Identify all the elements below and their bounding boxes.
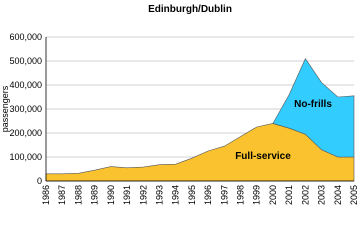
y-tick-label: 200,000 [9, 128, 42, 138]
area [272, 57, 355, 158]
x-tick-label: 1992 [138, 185, 148, 205]
y-tick-label: 600,000 [9, 32, 42, 42]
x-tick-label: 1996 [203, 185, 213, 205]
y-tick-label: 400,000 [9, 80, 42, 90]
series-label: Full-service [235, 151, 291, 162]
chart: Edinburgh/Dublin passengers 0 100,000 200,… [0, 4, 359, 205]
x-tick-label: 1988 [73, 185, 83, 205]
x-tick-label: 2002 [300, 185, 310, 205]
x-tick-label: 2003 [317, 185, 327, 205]
x-tick-label: 2000 [268, 185, 278, 205]
x-tick-label: 1987 [57, 185, 67, 205]
y-tick-label: 0 [37, 176, 42, 186]
y-tick-label: 300,000 [9, 104, 42, 114]
x-tick-label: 1998 [236, 185, 246, 205]
x-tick-label: 2005 [349, 185, 359, 205]
x-tick-label: 1986 [41, 185, 51, 205]
x-tick-label: 1999 [252, 185, 262, 205]
x-tick-label: 2004 [333, 185, 343, 205]
y-tick-label: 500,000 [9, 56, 42, 66]
x-tick-label: 1989 [90, 185, 100, 205]
x-tick-label: 2001 [284, 185, 294, 205]
x-tick-label: 1995 [187, 185, 197, 205]
y-tick-label: 100,000 [9, 152, 42, 162]
x-tick-label: 1991 [122, 185, 132, 205]
x-tick-label: 1997 [219, 185, 229, 205]
x-tick-label: 1993 [154, 185, 164, 205]
y-axis-label: passengers [0, 85, 10, 132]
x-tick-label: 1994 [171, 185, 181, 205]
series-label: No-frills [294, 99, 332, 110]
chart-title: Edinburgh/Dublin [148, 4, 232, 15]
x-tick-label: 1990 [106, 185, 116, 205]
